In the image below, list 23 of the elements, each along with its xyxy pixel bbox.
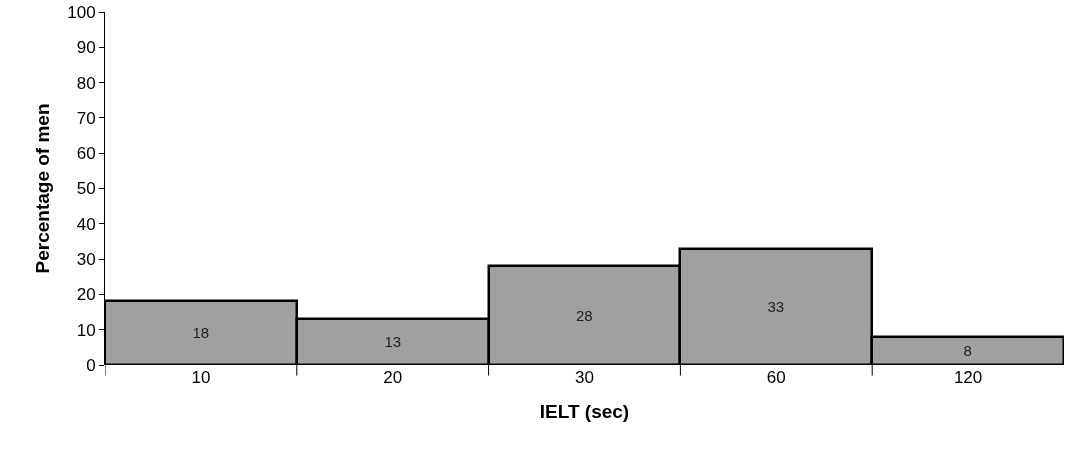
x-axis-title: IELT (sec)	[539, 400, 630, 422]
y-tick-label: 0	[86, 355, 96, 375]
x-tick-label: 20	[383, 368, 403, 387]
data-label: 28	[575, 306, 593, 324]
y-tick-label: 70	[76, 108, 96, 128]
y-tick-label: 10	[76, 320, 96, 340]
data-label: 33	[767, 298, 785, 316]
x-tick-label: 30	[575, 368, 594, 387]
y-tick-label: 50	[76, 179, 96, 199]
y-axis-title: Percentage of men	[32, 103, 54, 274]
y-tick-label: 90	[76, 38, 96, 58]
y-tick-label: 100	[67, 2, 96, 22]
y-tick-label: 20	[76, 285, 96, 305]
x-tick-label: 60	[766, 368, 786, 387]
y-tick-label: 80	[76, 73, 96, 93]
y-tick-label: 30	[76, 250, 96, 270]
x-tick-label: 10	[191, 368, 211, 387]
y-tick-label: 40	[76, 214, 96, 234]
y-tick-label: 60	[76, 144, 96, 164]
data-label: 8	[963, 342, 972, 360]
data-label: 13	[384, 333, 402, 351]
data-label: 18	[192, 324, 210, 342]
x-tick-label: 120	[953, 368, 983, 387]
